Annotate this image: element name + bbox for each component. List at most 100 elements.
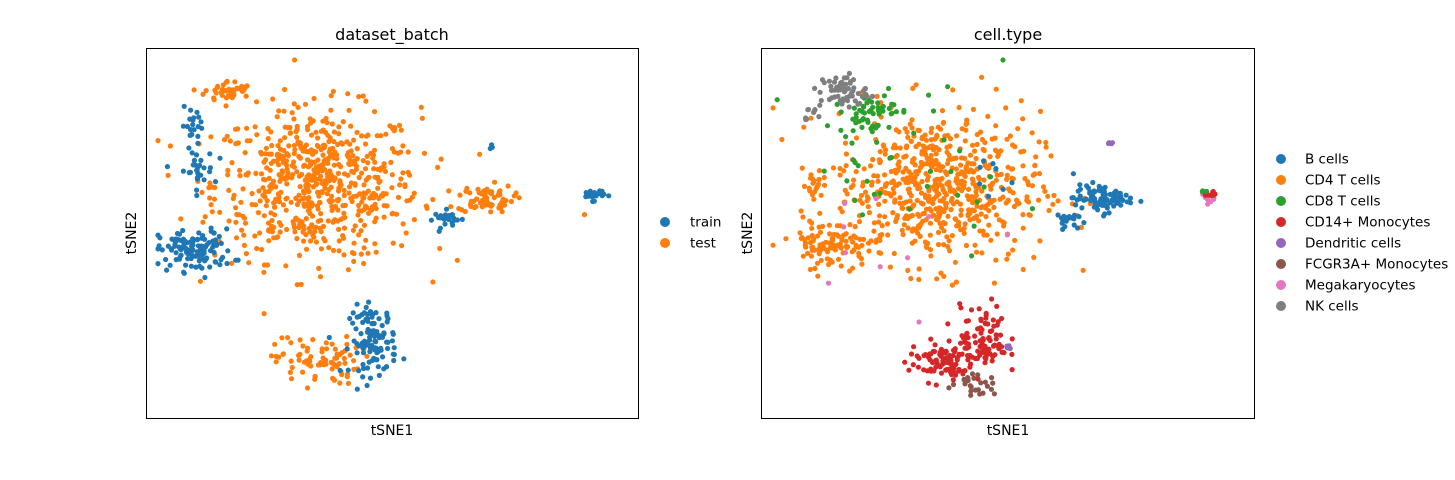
point-megakaryocytes <box>825 280 832 286</box>
point-test <box>298 281 304 287</box>
point-test <box>292 147 298 153</box>
point-train <box>366 359 372 365</box>
point-test <box>361 222 368 228</box>
legend-marker-fcgr3a-monocytes <box>1276 259 1286 269</box>
point-cd4-t-cells <box>945 160 951 167</box>
point-cd4-t-cells <box>937 167 944 173</box>
point-cd4-t-cells <box>808 253 815 259</box>
point-cd4-t-cells <box>963 127 969 133</box>
point-train <box>401 356 407 362</box>
point-cd4-t-cells <box>909 240 915 246</box>
point-cd4-t-cells <box>807 218 813 224</box>
point-test <box>240 186 246 192</box>
point-cd4-t-cells <box>939 175 945 182</box>
point-test <box>501 202 508 208</box>
point-cd4-t-cells <box>850 182 856 188</box>
point-cd4-t-cells <box>974 203 980 209</box>
point-b-cells <box>1070 195 1076 201</box>
point-test <box>297 184 303 190</box>
point-cd4-t-cells <box>964 120 970 126</box>
point-cd4-t-cells <box>887 264 894 270</box>
point-fcgr3a-monocytes <box>946 385 952 391</box>
point-cd4-t-cells <box>860 183 866 189</box>
point-test <box>356 94 362 100</box>
point-train <box>365 327 371 333</box>
point-train <box>201 250 207 256</box>
point-cd8-t-cells <box>875 100 881 106</box>
point-test <box>361 245 367 251</box>
point-fcgr3a-monocytes <box>968 392 974 398</box>
point-train <box>183 262 189 268</box>
point-cd14-monocytes <box>982 343 988 349</box>
point-cd14-monocytes <box>989 296 995 302</box>
point-cd4-t-cells <box>918 164 924 170</box>
point-test <box>321 361 327 367</box>
point-cd4-t-cells <box>942 220 948 227</box>
point-test <box>261 269 267 275</box>
point-test <box>409 194 415 200</box>
point-b-cells <box>1104 203 1110 209</box>
point-train <box>180 123 186 129</box>
point-train <box>367 334 373 340</box>
point-cd4-t-cells <box>1036 197 1042 203</box>
point-cd4-t-cells <box>875 173 881 179</box>
point-test <box>305 127 311 133</box>
point-cd4-t-cells <box>998 171 1004 177</box>
point-cd4-t-cells <box>944 144 950 150</box>
point-cd4-t-cells <box>839 237 845 243</box>
point-test <box>390 240 396 246</box>
point-test <box>478 191 484 197</box>
point-cd4-t-cells <box>928 253 934 259</box>
point-b-cells <box>1081 220 1087 226</box>
point-cd4-t-cells <box>816 168 823 174</box>
point-test <box>225 167 231 173</box>
point-train <box>207 165 213 171</box>
point-test <box>356 202 362 209</box>
point-fcgr3a-monocytes <box>969 371 976 377</box>
point-test <box>294 169 300 175</box>
point-train <box>583 194 589 200</box>
point-test <box>296 357 302 363</box>
point-cd4-t-cells <box>982 139 988 146</box>
point-test <box>438 156 444 162</box>
point-cd8-t-cells <box>859 124 865 130</box>
point-fcgr3a-monocytes <box>968 388 974 394</box>
point-test <box>332 175 338 181</box>
point-cd4-t-cells <box>899 205 906 211</box>
point-megakaryocytes <box>1004 232 1010 238</box>
point-train <box>176 231 183 237</box>
point-test <box>341 187 347 193</box>
point-cd4-t-cells <box>818 257 824 264</box>
point-train <box>354 386 360 392</box>
point-train <box>390 351 396 357</box>
point-train <box>195 133 201 139</box>
point-test <box>511 193 517 199</box>
point-train <box>597 188 603 194</box>
point-cd4-t-cells <box>838 245 844 251</box>
point-fcgr3a-monocytes <box>989 375 995 381</box>
point-cd4-t-cells <box>1020 225 1026 231</box>
point-test <box>208 202 214 208</box>
point-test <box>388 159 394 165</box>
legend-label-train: train <box>690 215 721 231</box>
point-test <box>336 131 342 137</box>
point-test <box>362 141 369 147</box>
point-cd4-t-cells <box>862 189 869 195</box>
point-test <box>299 219 305 225</box>
point-cd14-monocytes <box>958 305 964 311</box>
point-train <box>165 243 171 249</box>
point-cd4-t-cells <box>986 222 992 228</box>
point-cd4-t-cells <box>909 174 915 180</box>
point-nk-cells <box>816 114 822 120</box>
point-test <box>301 226 307 232</box>
point-test <box>384 203 390 209</box>
point-test <box>233 235 240 241</box>
point-cd4-t-cells <box>973 249 980 255</box>
point-train <box>187 116 193 122</box>
point-train <box>176 256 183 262</box>
point-test <box>375 185 381 191</box>
point-cd14-monocytes <box>945 321 951 327</box>
point-cd14-monocytes <box>994 322 1000 328</box>
point-test <box>226 86 232 92</box>
point-train <box>351 338 357 344</box>
